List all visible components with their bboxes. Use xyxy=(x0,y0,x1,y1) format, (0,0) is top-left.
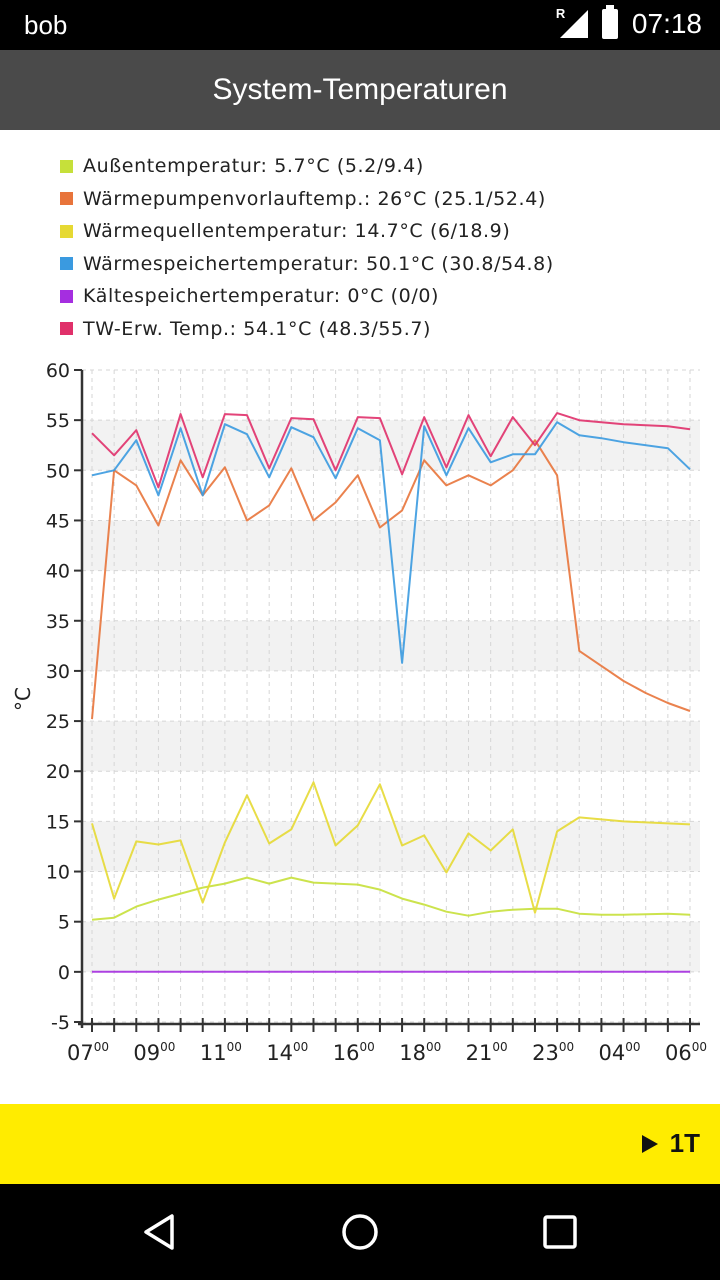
legend-label: TW-Erw. Temp.: 54.1°C (48.3/55.7) xyxy=(83,317,432,340)
temperature-chart: -5 0 5 10 15 20 25 30 35 40 45 50 55 60 0700 0900 1100 14… xyxy=(11,360,707,1065)
y-axis-label: °C xyxy=(11,687,35,711)
x-tick-label: 1100 xyxy=(200,1040,242,1065)
x-tick-label: 2100 xyxy=(466,1040,508,1065)
y-tick-label: -5 xyxy=(51,1012,70,1034)
signal-icon: R xyxy=(556,6,588,40)
action-bar: 1T xyxy=(0,1104,720,1184)
play-icon xyxy=(641,1134,658,1153)
legend-label: Wärmespeichertemperatur: 50.1°C (30.8/54… xyxy=(83,252,554,275)
y-tick-label: 5 xyxy=(58,912,70,934)
home-icon[interactable] xyxy=(340,1212,380,1252)
x-tick-label: 0600 xyxy=(665,1040,707,1065)
legend-swatch xyxy=(60,257,73,271)
series-line xyxy=(91,412,691,489)
navigation-bar xyxy=(0,1184,720,1280)
y-tick-label: 40 xyxy=(46,561,70,583)
y-tick-label: 25 xyxy=(46,711,70,733)
legend-swatch xyxy=(60,159,73,173)
recents-icon[interactable] xyxy=(540,1212,580,1252)
x-tick-label: 0700 xyxy=(67,1040,109,1065)
y-tick-label: 30 xyxy=(46,661,70,683)
series-line xyxy=(91,781,691,914)
legend-label: Kältespeichertemperatur: 0°C (0/0) xyxy=(83,285,440,308)
y-tick-label: 0 xyxy=(58,962,70,984)
legend-swatch xyxy=(60,322,73,336)
legend-item: Außentemperatur: 5.7°C (5.2/9.4) xyxy=(60,150,554,183)
legend-swatch xyxy=(60,224,73,238)
y-tick-label: 20 xyxy=(46,761,70,783)
carrier-name: bob xyxy=(24,10,68,40)
legend-swatch xyxy=(60,289,73,303)
y-tick-label: 55 xyxy=(46,410,70,432)
chart-panel: Außentemperatur: 5.7°C (5.2/9.4) Wärmepum… xyxy=(0,130,720,1104)
y-tick-label: 45 xyxy=(46,510,70,532)
legend-item: TW-Erw. Temp.: 54.1°C (48.3/55.7) xyxy=(60,313,554,346)
x-tick-label: 0900 xyxy=(133,1040,175,1065)
grid-band xyxy=(82,721,700,772)
status-bar: bob R 07:18 xyxy=(0,0,720,50)
y-tick-label: 50 xyxy=(46,460,70,482)
grid-band xyxy=(82,921,700,972)
y-tick-label: 35 xyxy=(46,611,70,633)
legend-label: Außentemperatur: 5.7°C (5.2/9.4) xyxy=(83,155,424,178)
grid-band xyxy=(82,620,700,671)
clock: 07:18 xyxy=(631,8,702,39)
series-line xyxy=(91,439,691,720)
y-tick-label: 60 xyxy=(46,360,70,382)
x-tick-label: 1400 xyxy=(266,1040,308,1065)
period-label: 1T xyxy=(669,1128,700,1158)
legend-item: Wärmepumpenvorlauftemp.: 26°C (25.1/52.4… xyxy=(60,183,554,216)
series-line xyxy=(91,876,691,921)
legend-label: Wärmequellentemperatur: 14.7°C (6/18.9) xyxy=(83,220,511,243)
y-tick-label: 15 xyxy=(46,811,70,833)
x-tick-label: 1800 xyxy=(399,1040,441,1065)
legend-label: Wärmepumpenvorlauftemp.: 26°C (25.1/52.4… xyxy=(83,187,546,210)
app-bar: System-Temperaturen xyxy=(0,50,720,130)
legend-item: Wärmespeichertemperatur: 50.1°C (30.8/54… xyxy=(60,248,554,281)
legend-item: Wärmequellentemperatur: 14.7°C (6/18.9) xyxy=(60,215,554,248)
legend-item: Kältespeichertemperatur: 0°C (0/0) xyxy=(60,280,554,313)
x-tick-label: 2300 xyxy=(532,1040,574,1065)
y-tick-label: 10 xyxy=(46,862,70,884)
x-tick-label: 1600 xyxy=(333,1040,375,1065)
battery-icon xyxy=(601,5,618,39)
series-line xyxy=(91,421,691,664)
status-icons: R 07:18 xyxy=(556,5,702,40)
chart-legend: Außentemperatur: 5.7°C (5.2/9.4) Wärmepum… xyxy=(60,150,554,345)
page-title: System-Temperaturen xyxy=(212,73,508,106)
period-button[interactable]: 1T xyxy=(641,1128,700,1159)
legend-swatch xyxy=(60,192,73,206)
x-tick-label: 0400 xyxy=(599,1040,641,1065)
grid-band xyxy=(82,821,700,872)
back-icon[interactable] xyxy=(140,1212,180,1252)
